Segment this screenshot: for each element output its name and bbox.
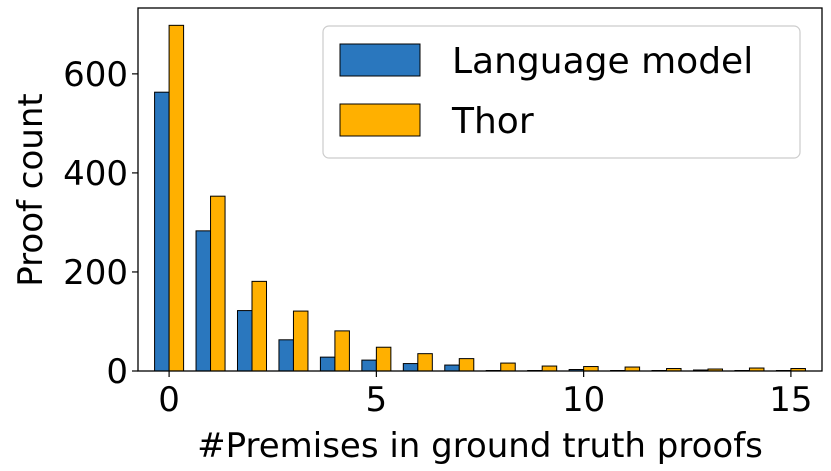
bar-language-model-3 bbox=[278, 339, 294, 372]
y-tick-label: 400 bbox=[63, 154, 128, 194]
bar-thor-9 bbox=[541, 365, 558, 372]
x-tick-label: 5 bbox=[366, 380, 388, 420]
x-tick-label: 10 bbox=[562, 380, 605, 420]
bar-thor-8 bbox=[500, 362, 516, 372]
bars-layer bbox=[154, 24, 806, 372]
legend-label-thor: Thor bbox=[451, 101, 534, 142]
bar-language-model-4 bbox=[319, 356, 336, 372]
bar-thor-5 bbox=[375, 346, 392, 372]
bar-thor-10 bbox=[583, 366, 599, 372]
y-axis: 0 200 400 600 bbox=[63, 55, 138, 392]
x-axis-label: #Premises in ground truth proofs bbox=[197, 426, 763, 466]
bar-language-model-2 bbox=[236, 310, 253, 372]
bar-thor-6 bbox=[417, 353, 433, 372]
legend-swatch-thor bbox=[339, 103, 421, 137]
x-tick-label: 15 bbox=[769, 380, 812, 420]
bar-thor-3 bbox=[292, 310, 309, 372]
bar-language-model-1 bbox=[195, 230, 212, 372]
bar-language-model-7 bbox=[444, 364, 460, 372]
plot-frame bbox=[137, 7, 823, 372]
x-axis: 0 5 10 15 bbox=[158, 371, 813, 420]
x-tick-label: 0 bbox=[158, 380, 180, 420]
bar-language-model-6 bbox=[402, 363, 419, 372]
legend: Language model Thor bbox=[322, 25, 801, 159]
bar-language-model-0 bbox=[154, 91, 170, 372]
bar-thor-2 bbox=[251, 280, 268, 372]
bar-thor-0 bbox=[168, 24, 185, 372]
y-axis-label: Proof count bbox=[11, 93, 51, 286]
bar-thor-7 bbox=[458, 358, 475, 372]
y-tick-label: 600 bbox=[63, 55, 128, 95]
bar-thor-1 bbox=[210, 195, 226, 372]
y-tick-label: 0 bbox=[106, 352, 128, 392]
legend-label-language-model: Language model bbox=[452, 41, 753, 82]
bar-thor-4 bbox=[334, 330, 350, 372]
bar-language-model-5 bbox=[361, 359, 377, 372]
y-tick-label: 200 bbox=[63, 253, 128, 293]
legend-swatch-language-model bbox=[339, 43, 421, 77]
legend-box bbox=[322, 25, 801, 159]
